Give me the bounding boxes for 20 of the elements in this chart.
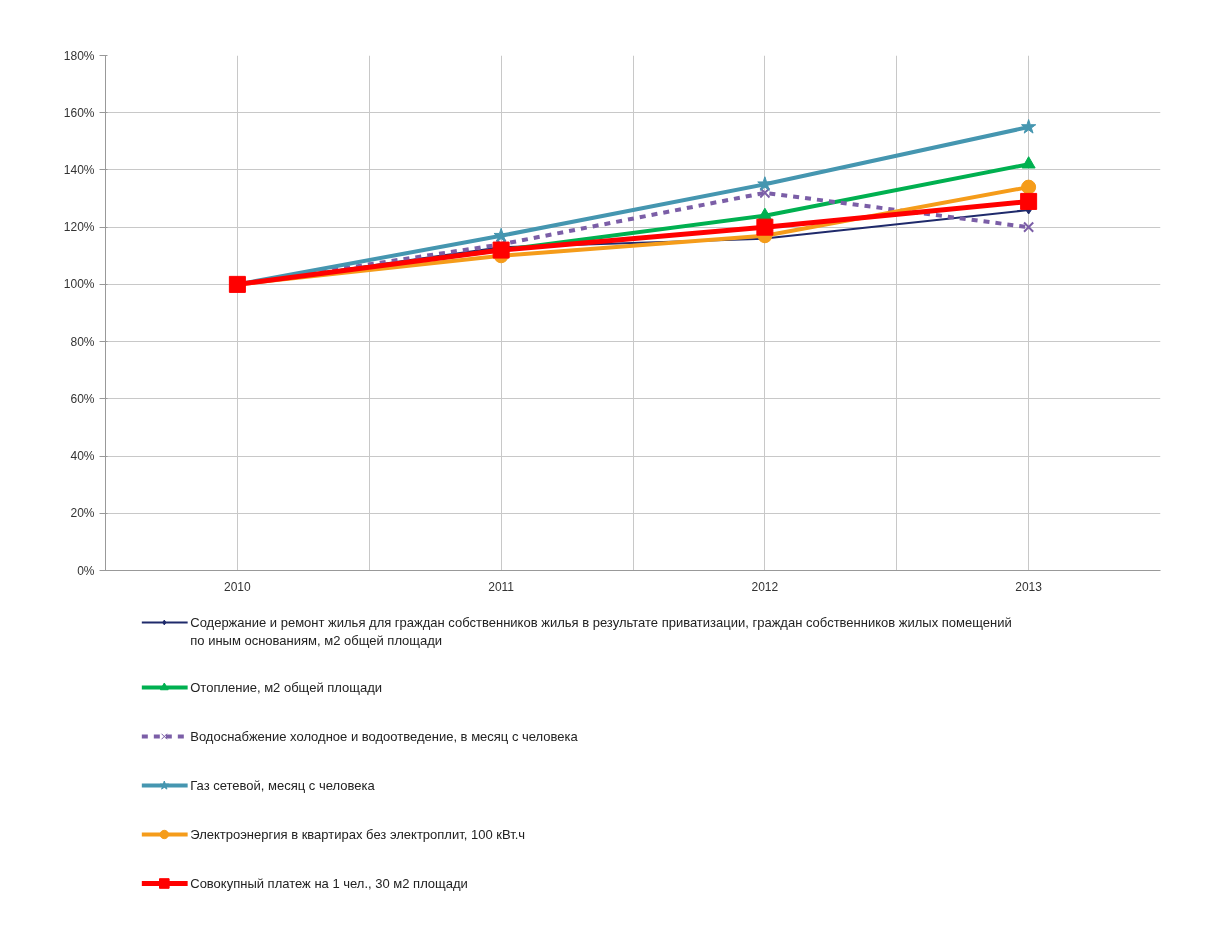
y-tick-label: 100% — [63, 277, 95, 292]
legend-label: Водоснабжение холодное и водоотведение, в месяц с человека — [190, 728, 579, 744]
y-tick-label: 80% — [70, 334, 95, 349]
x-tick-label: 2012 — [751, 579, 779, 594]
y-tick-label: 60% — [70, 391, 95, 406]
legend-label: Содержание и ремонт жилья для граждан собственников жилья в результате приватизации, граждан собственников жилых помещений по иным основаниям, м2 общей площади — [190, 614, 1012, 648]
x-tick-label: 2013 — [1015, 579, 1043, 594]
y-tick-label: 120% — [63, 220, 95, 235]
y-tick-label: 160% — [63, 105, 95, 120]
legend-label: Газ сетевой, месяц с человека — [190, 777, 376, 793]
y-tick-label: 20% — [70, 506, 95, 521]
legend-label: Электроэнергия в квартирах без электроплит, 100 кВт.ч — [190, 826, 526, 842]
y-tick-label: 0% — [77, 563, 95, 578]
y-tick-label: 40% — [70, 449, 95, 464]
x-tick-label: 2010 — [224, 579, 252, 594]
x-tick-label: 2011 — [488, 579, 515, 594]
legend-label: Совокупный платеж на 1 чел., 30 м2 площади — [190, 875, 468, 891]
legend-label: Отопление, м2 общей площади — [190, 679, 383, 695]
y-tick-label: 140% — [63, 162, 95, 177]
y-tick-label: 180% — [63, 48, 95, 63]
